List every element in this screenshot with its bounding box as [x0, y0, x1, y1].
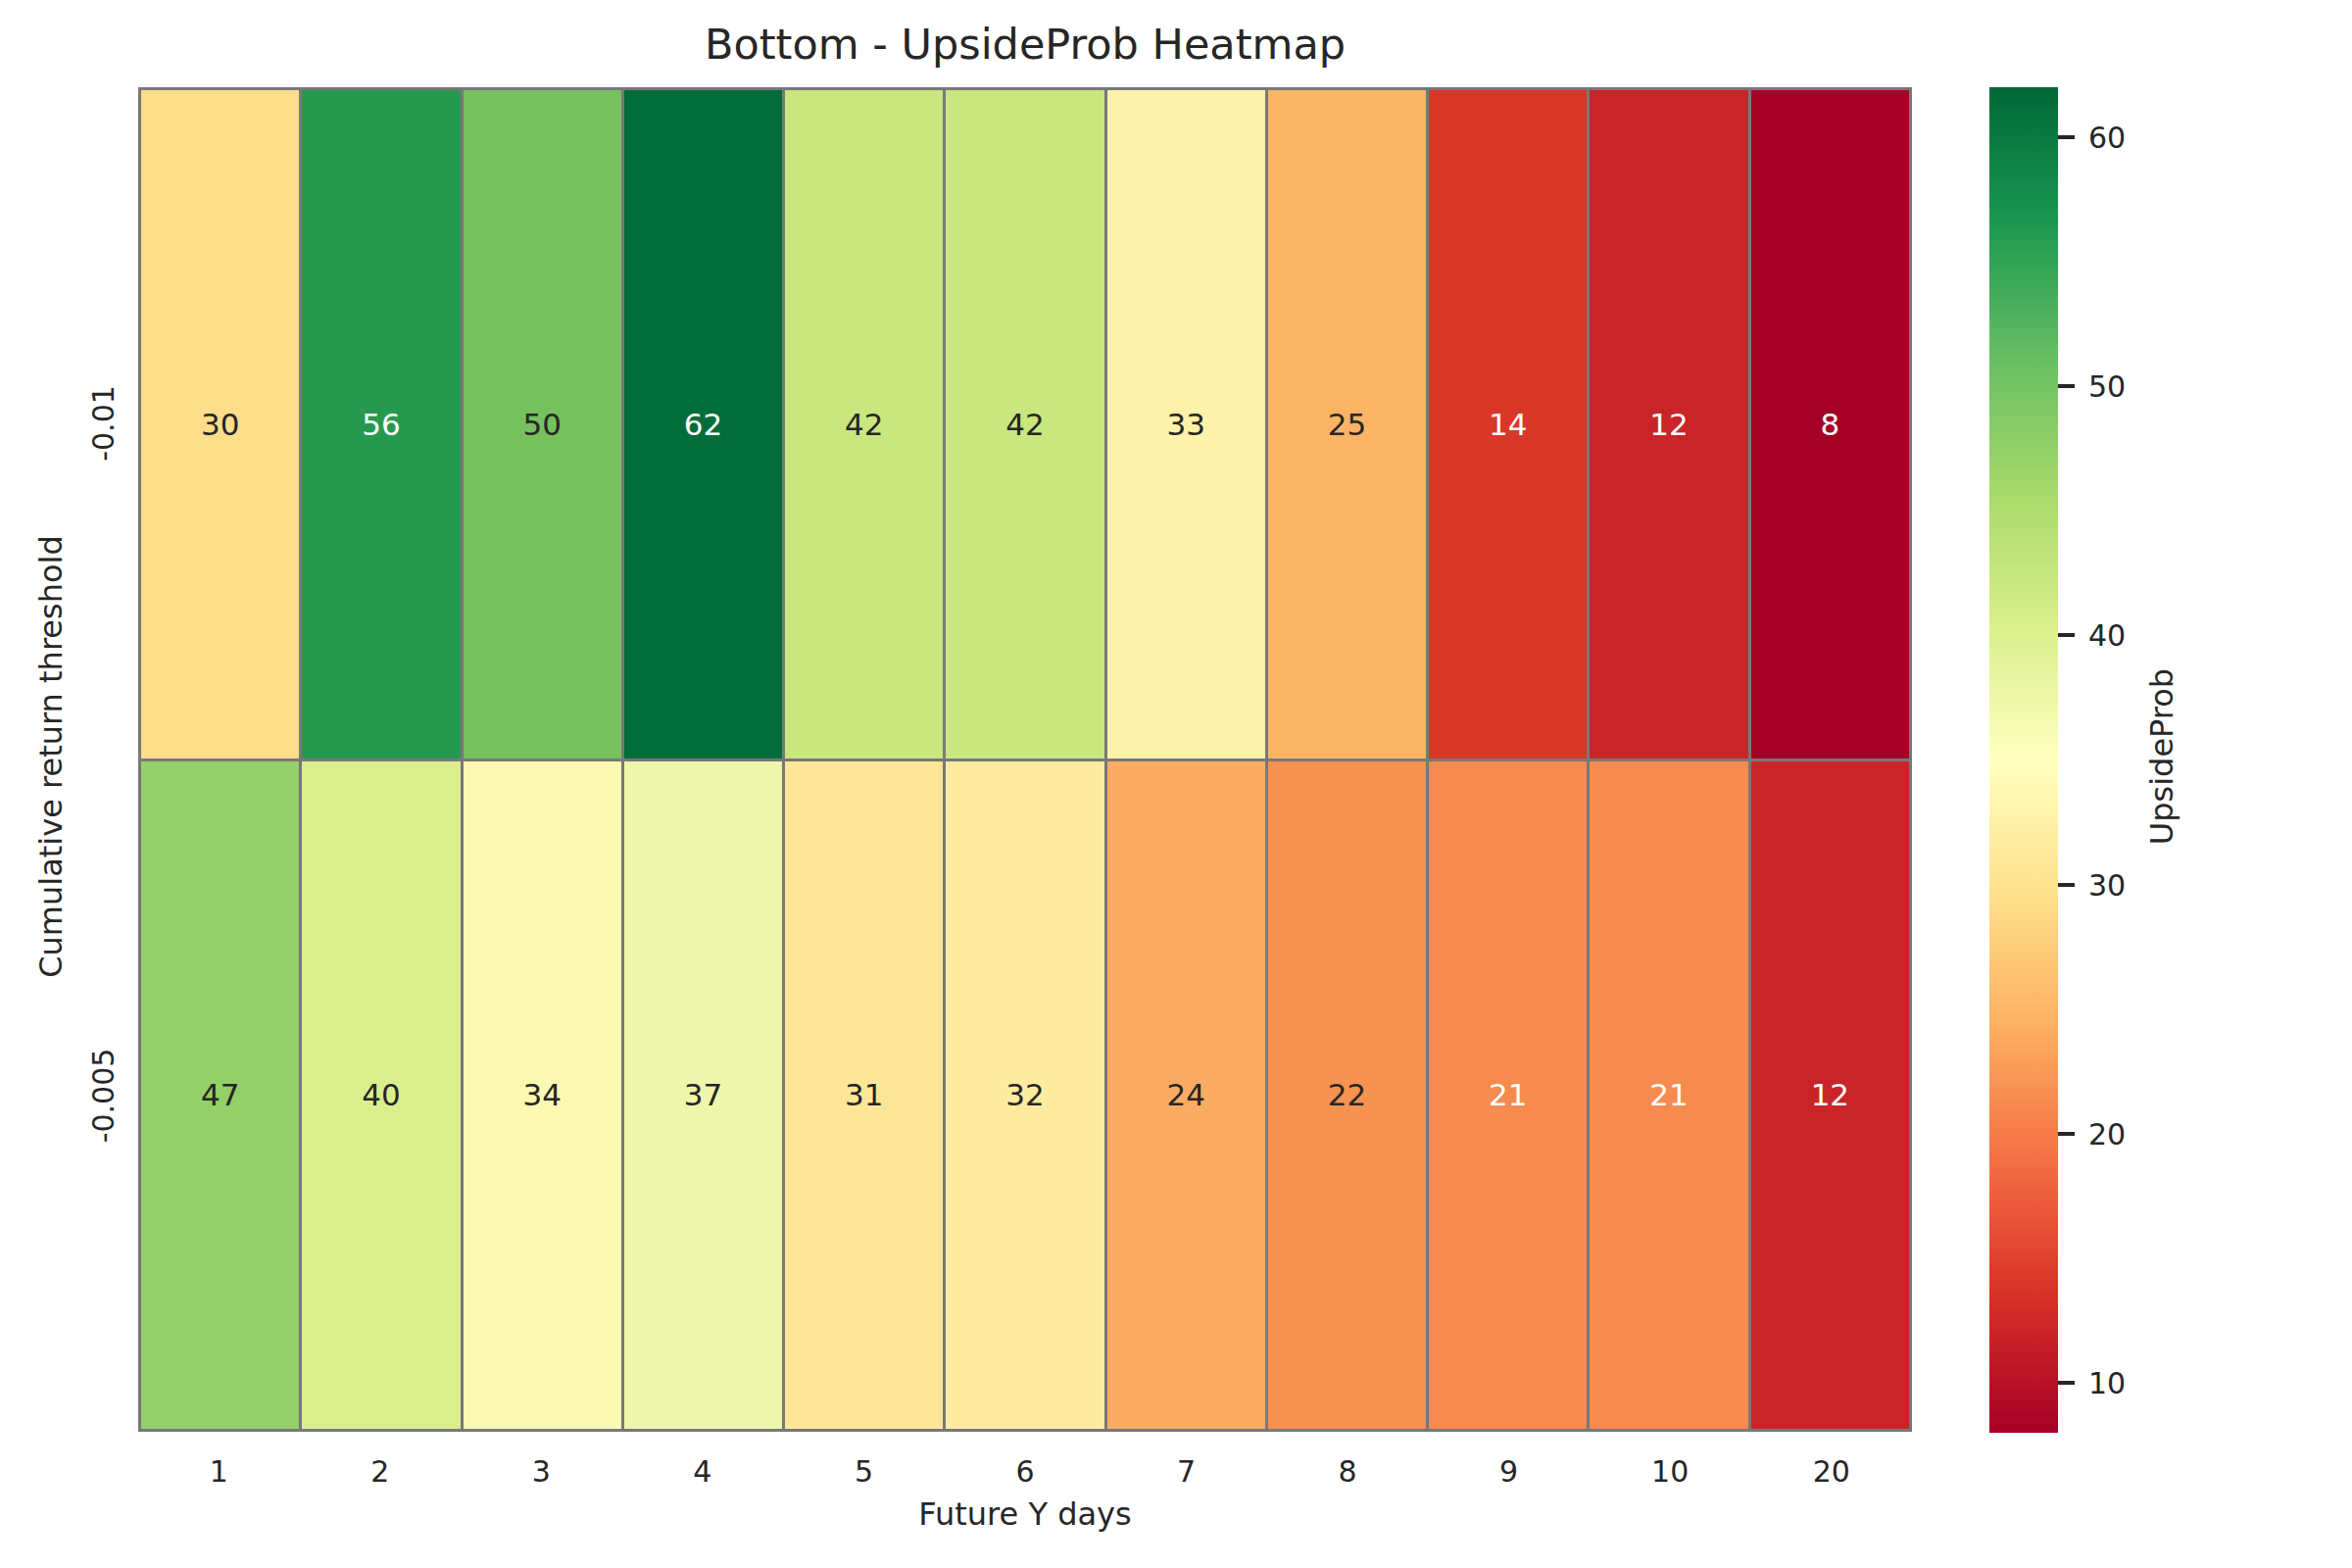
heatmap-cell: 33 [1107, 90, 1265, 759]
heatmap-cell: 62 [624, 90, 782, 759]
colorbar-tick-label: 40 [2088, 618, 2126, 653]
x-tick-label: 4 [693, 1454, 711, 1489]
x-tick-label: 1 [210, 1454, 228, 1489]
heatmap-cell: 42 [946, 90, 1103, 759]
colorbar-tick-label: 10 [2088, 1366, 2126, 1400]
y-tick-label: -0.01 [86, 385, 121, 462]
heatmap-cell: 30 [141, 90, 299, 759]
colorbar-tick-mark [2058, 135, 2075, 139]
colorbar-tick-mark [2058, 633, 2075, 637]
heatmap-cell: 14 [1429, 90, 1587, 759]
heatmap-cell: 24 [1107, 761, 1265, 1430]
heatmap-figure: Bottom - UpsideProb Heatmap 305650624242… [0, 0, 2352, 1568]
colorbar-tick-label: 60 [2088, 120, 2126, 154]
y-tick-label: -0.005 [86, 1049, 121, 1144]
y-axis-label: Cumulative return threshold [32, 535, 70, 978]
x-tick-label: 5 [855, 1454, 873, 1489]
heatmap-cell: 56 [302, 90, 460, 759]
heatmap-grid: 305650624242332514128 4740343731322422212… [138, 87, 1912, 1432]
x-tick-label: 8 [1339, 1454, 1357, 1489]
heatmap-cell: 32 [946, 761, 1103, 1430]
heatmap-cell: 25 [1268, 90, 1426, 759]
x-tick-label: 6 [1015, 1454, 1034, 1489]
heatmap-cell: 37 [624, 761, 782, 1430]
colorbar-label: UpsideProb [2143, 668, 2180, 845]
heatmap-cell: 47 [141, 761, 299, 1430]
colorbar-tick-label: 30 [2088, 867, 2126, 902]
colorbar-tick-mark [2058, 1381, 2075, 1385]
x-tick-label: 7 [1177, 1454, 1196, 1489]
heatmap-cell: 50 [464, 90, 621, 759]
heatmap-cell: 12 [1751, 761, 1909, 1430]
heatmap-cell: 21 [1590, 761, 1747, 1430]
colorbar-tick-label: 20 [2088, 1116, 2126, 1151]
heatmap-cell: 21 [1429, 761, 1587, 1430]
x-tick-label: 9 [1499, 1454, 1518, 1489]
heatmap-cell: 22 [1268, 761, 1426, 1430]
colorbar-tick-mark [2058, 883, 2075, 887]
x-tick-label: 2 [370, 1454, 389, 1489]
chart-title: Bottom - UpsideProb Heatmap [705, 20, 1346, 69]
heatmap-cell: 40 [302, 761, 460, 1430]
x-tick-label: 3 [532, 1454, 551, 1489]
heatmap-cell: 31 [785, 761, 943, 1430]
colorbar-tick-label: 50 [2088, 369, 2126, 404]
heatmap-cell: 42 [785, 90, 943, 759]
x-tick-label: 20 [1813, 1454, 1850, 1489]
x-axis-label: Future Y days [918, 1495, 1131, 1533]
colorbar-tick-mark [2058, 384, 2075, 388]
heatmap-cell: 34 [464, 761, 621, 1430]
x-tick-label: 10 [1651, 1454, 1689, 1489]
heatmap-cell: 12 [1590, 90, 1747, 759]
colorbar-gradient [1989, 87, 2058, 1433]
colorbar-tick-mark [2058, 1132, 2075, 1136]
heatmap-cell: 8 [1751, 90, 1909, 759]
